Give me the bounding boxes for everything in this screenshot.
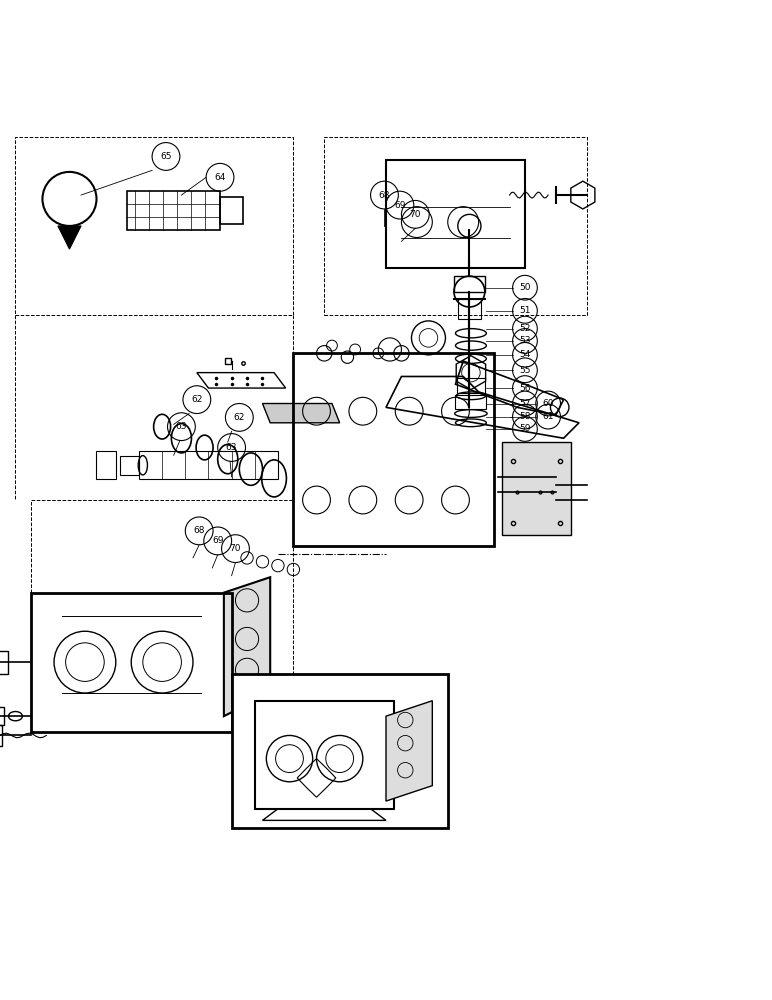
Bar <box>0 707 4 725</box>
Bar <box>220 197 243 224</box>
Text: 55: 55 <box>520 366 530 375</box>
Bar <box>455 395 486 409</box>
Text: 68: 68 <box>194 526 205 535</box>
Bar <box>502 442 571 535</box>
Text: 69: 69 <box>394 201 405 210</box>
Text: 69: 69 <box>212 536 223 545</box>
Text: 54: 54 <box>520 350 530 359</box>
Bar <box>127 191 220 230</box>
Text: 57: 57 <box>520 399 530 408</box>
Text: 51: 51 <box>520 306 530 315</box>
Bar <box>255 701 394 809</box>
Polygon shape <box>262 403 340 423</box>
Bar <box>386 160 525 268</box>
Text: 68: 68 <box>379 191 390 200</box>
Bar <box>454 276 485 292</box>
Text: 52: 52 <box>520 324 530 333</box>
Text: 58: 58 <box>520 412 530 421</box>
Bar <box>31 593 232 732</box>
Text: 64: 64 <box>215 173 225 182</box>
Bar <box>0 651 8 674</box>
Bar <box>458 299 481 319</box>
Text: 70: 70 <box>230 544 241 553</box>
Text: 59: 59 <box>520 424 530 433</box>
Polygon shape <box>386 701 432 801</box>
Text: 50: 50 <box>520 283 530 292</box>
Text: 53: 53 <box>520 336 530 345</box>
Text: 65: 65 <box>161 152 171 161</box>
Bar <box>139 451 278 479</box>
Bar <box>120 456 139 475</box>
Polygon shape <box>224 577 270 716</box>
Bar <box>293 353 494 546</box>
Text: 62: 62 <box>234 413 245 422</box>
Polygon shape <box>58 226 81 249</box>
Text: 63: 63 <box>176 422 187 431</box>
Bar <box>457 378 485 393</box>
Bar <box>232 674 448 828</box>
Text: 62: 62 <box>191 395 202 404</box>
Text: 56: 56 <box>520 384 530 393</box>
Text: 63: 63 <box>226 443 237 452</box>
Text: 60: 60 <box>543 399 554 408</box>
Text: 61: 61 <box>543 412 554 421</box>
Bar <box>0 725 2 746</box>
Bar <box>96 451 116 479</box>
Text: 70: 70 <box>410 210 421 219</box>
